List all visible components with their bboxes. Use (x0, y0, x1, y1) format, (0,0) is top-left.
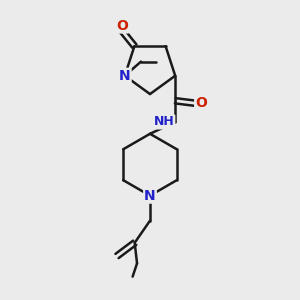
Text: O: O (195, 96, 207, 110)
Text: NH: NH (154, 116, 174, 128)
Text: N: N (144, 189, 156, 202)
Text: O: O (116, 19, 128, 32)
Text: N: N (119, 69, 130, 83)
